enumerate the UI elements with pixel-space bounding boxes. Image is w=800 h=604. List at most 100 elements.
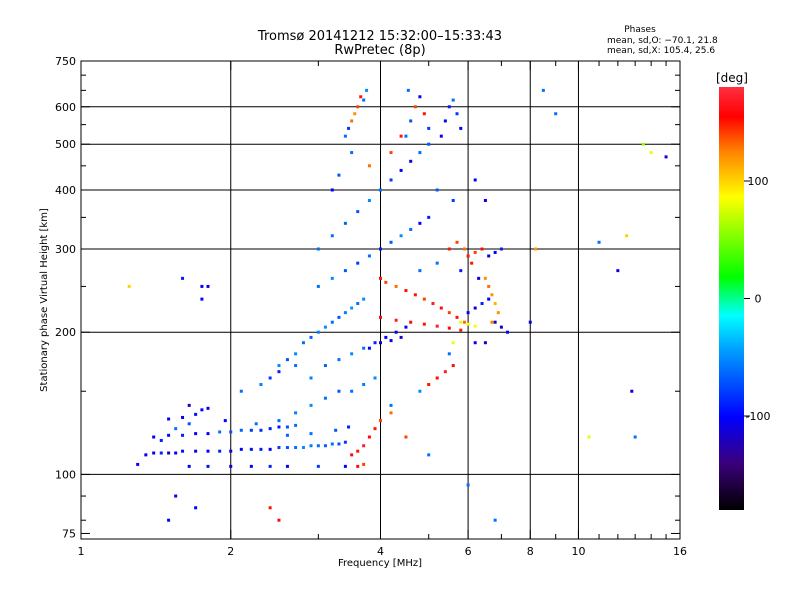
data-point bbox=[277, 364, 281, 368]
chart-subtitle: RwPretec (8p) bbox=[334, 43, 425, 58]
data-point bbox=[167, 451, 171, 455]
data-point bbox=[384, 280, 388, 284]
data-point bbox=[268, 427, 272, 431]
data-point bbox=[435, 324, 439, 328]
data-point bbox=[373, 427, 377, 431]
data-point bbox=[206, 449, 210, 453]
data-point bbox=[187, 464, 191, 468]
data-point bbox=[493, 302, 497, 306]
data-point bbox=[127, 284, 131, 288]
data-point bbox=[277, 446, 281, 450]
data-point bbox=[218, 430, 222, 434]
data-point bbox=[435, 261, 439, 265]
data-point bbox=[347, 425, 351, 429]
data-point bbox=[343, 311, 347, 315]
data-point bbox=[493, 320, 497, 324]
data-point bbox=[466, 254, 470, 258]
data-point bbox=[350, 352, 354, 356]
data-point bbox=[505, 330, 509, 334]
data-point bbox=[379, 341, 382, 345]
data-point bbox=[418, 389, 422, 393]
data-point bbox=[394, 318, 398, 322]
data-point bbox=[427, 142, 431, 146]
data-point bbox=[427, 383, 431, 387]
data-point bbox=[181, 449, 185, 453]
data-point bbox=[362, 346, 366, 350]
data-point bbox=[480, 247, 484, 251]
data-point bbox=[206, 464, 210, 468]
data-point bbox=[487, 297, 491, 301]
data-point bbox=[362, 444, 366, 448]
data-point bbox=[330, 188, 334, 192]
info-line-o: mean, sd,O: −70.1, 21.8 bbox=[607, 36, 718, 46]
data-point bbox=[316, 284, 320, 288]
data-point bbox=[337, 389, 341, 393]
data-point bbox=[367, 254, 371, 258]
data-point bbox=[597, 240, 601, 244]
data-point bbox=[389, 240, 393, 244]
colorbar-tick-label: 0 bbox=[755, 293, 762, 306]
data-point bbox=[480, 302, 484, 306]
data-point bbox=[239, 447, 243, 451]
data-point bbox=[447, 311, 451, 315]
data-point bbox=[350, 453, 354, 457]
data-point bbox=[316, 247, 320, 251]
data-point bbox=[534, 247, 538, 251]
data-point bbox=[483, 199, 487, 203]
data-point bbox=[427, 453, 431, 457]
data-point bbox=[285, 446, 289, 450]
data-point bbox=[394, 284, 398, 288]
data-point bbox=[309, 432, 313, 436]
data-point bbox=[443, 119, 447, 123]
data-point bbox=[418, 221, 422, 225]
data-point bbox=[309, 444, 313, 448]
data-point bbox=[499, 325, 503, 329]
data-point bbox=[490, 293, 494, 297]
x-tick-label: 4 bbox=[377, 545, 384, 558]
y-tick-label: 75 bbox=[62, 527, 76, 540]
data-point bbox=[330, 276, 334, 280]
data-point bbox=[174, 451, 178, 455]
data-point bbox=[451, 98, 455, 102]
data-point bbox=[218, 449, 222, 453]
data-point bbox=[404, 435, 408, 439]
data-point bbox=[277, 518, 281, 522]
data-point bbox=[404, 325, 408, 329]
data-point bbox=[152, 451, 156, 455]
plot-area: 1 2 4 6 8 10 16 75 100 200 300 400 500 600 750 bbox=[55, 55, 687, 558]
data-point bbox=[294, 423, 298, 427]
data-point bbox=[447, 352, 451, 356]
data-point bbox=[379, 188, 382, 192]
data-point bbox=[277, 419, 281, 423]
data-point bbox=[554, 112, 558, 116]
data-point bbox=[418, 269, 422, 273]
data-point bbox=[167, 433, 171, 437]
data-point bbox=[159, 438, 163, 442]
data-point bbox=[200, 408, 204, 412]
data-point bbox=[466, 322, 470, 326]
data-point bbox=[144, 453, 148, 457]
x-tick-label: 8 bbox=[527, 545, 534, 558]
data-point bbox=[384, 335, 388, 339]
data-point bbox=[174, 494, 178, 498]
y-tick-label: 750 bbox=[55, 55, 76, 68]
data-point bbox=[294, 352, 298, 356]
data-point bbox=[194, 432, 198, 436]
data-point bbox=[330, 234, 334, 238]
data-point bbox=[206, 284, 210, 288]
data-point bbox=[394, 330, 398, 334]
data-point bbox=[309, 376, 313, 380]
data-point bbox=[268, 376, 272, 380]
data-point bbox=[413, 293, 417, 297]
data-point bbox=[466, 311, 470, 315]
data-point bbox=[136, 462, 140, 466]
data-point bbox=[350, 151, 354, 155]
data-point bbox=[367, 199, 371, 203]
data-point bbox=[359, 95, 363, 99]
data-point bbox=[337, 358, 341, 362]
data-point bbox=[459, 269, 463, 273]
data-point bbox=[254, 422, 258, 426]
y-tick-label: 600 bbox=[55, 101, 76, 114]
data-point bbox=[409, 227, 413, 231]
data-point bbox=[239, 428, 243, 432]
